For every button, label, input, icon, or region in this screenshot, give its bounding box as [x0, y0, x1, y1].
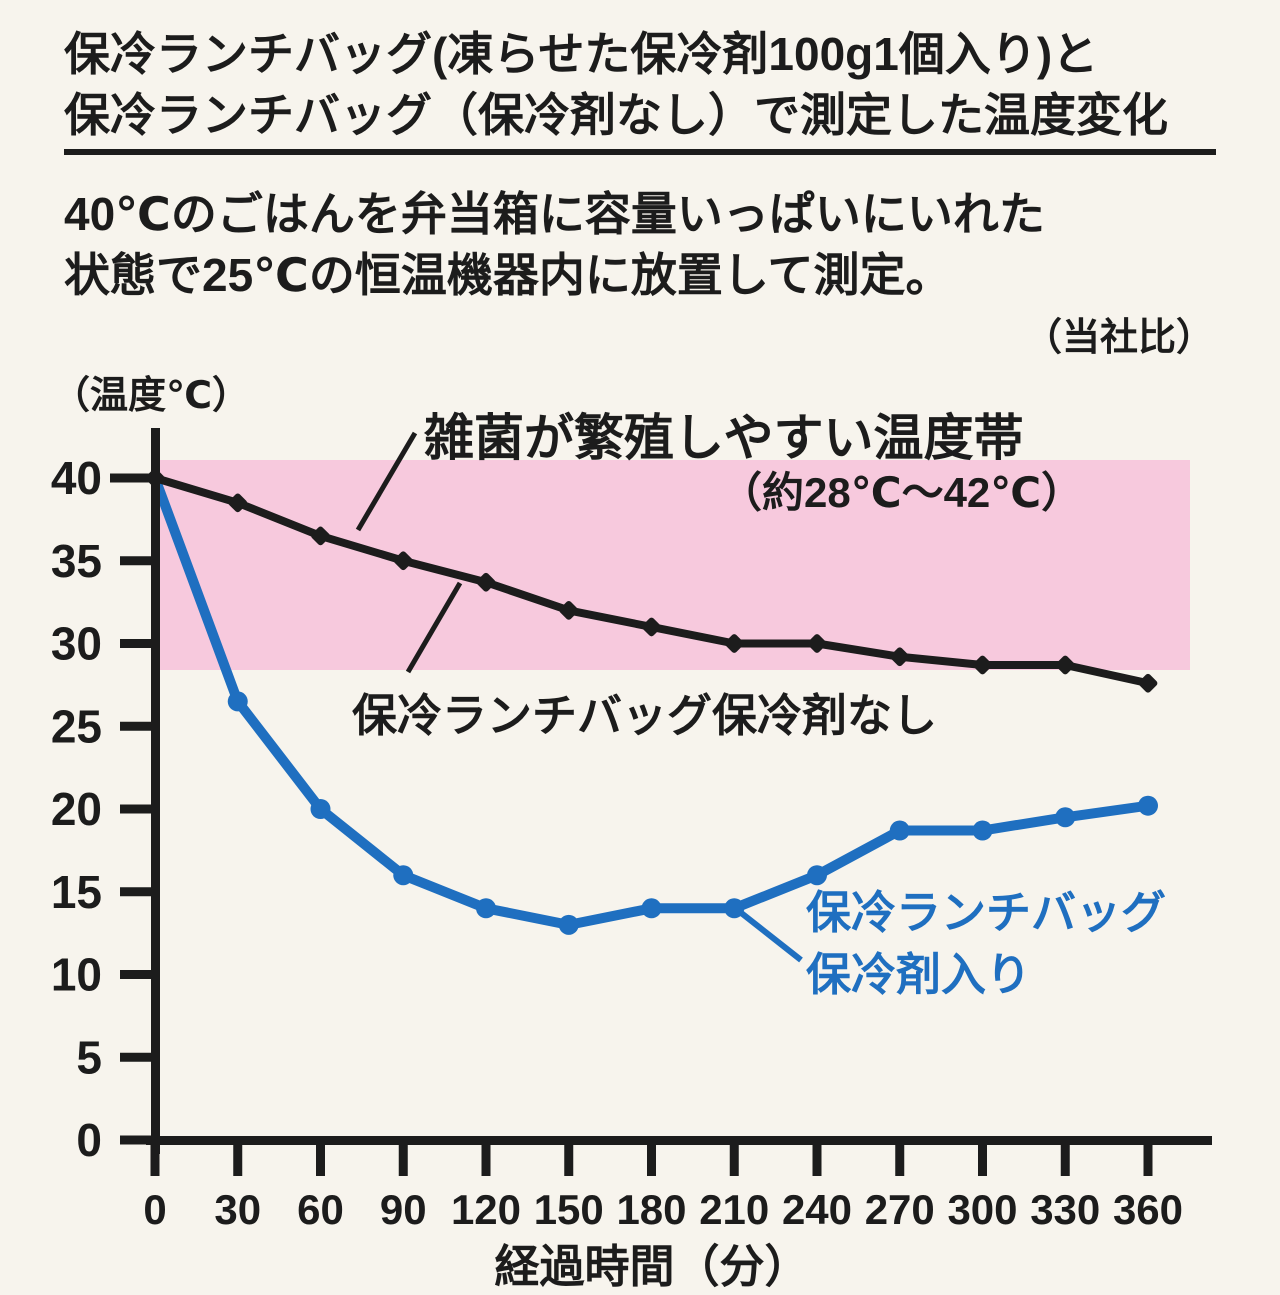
- y-axis-tick-label: 20: [51, 783, 102, 835]
- x-axis-tick: [978, 1140, 987, 1176]
- data-point-no-icepack: [724, 634, 744, 653]
- x-axis-tick-label: 210: [699, 1186, 769, 1233]
- y-axis-line: [151, 428, 160, 1154]
- y-axis-tick: [120, 639, 158, 648]
- data-point-with-icepack: [641, 898, 662, 919]
- data-point-with-icepack: [1055, 807, 1076, 828]
- series-label-with-icepack: 保冷ランチバッグ 保冷剤入り: [806, 882, 1166, 1006]
- x-axis-tick-label: 0: [143, 1186, 166, 1233]
- data-point-with-icepack: [558, 914, 579, 935]
- y-axis-title: （温度℃）: [52, 375, 251, 417]
- x-axis-tick-label: 240: [782, 1186, 852, 1233]
- data-point-no-icepack: [393, 551, 413, 571]
- y-axis-tick: [120, 1135, 158, 1145]
- data-point-no-icepack: [311, 526, 330, 546]
- data-point-with-icepack: [807, 865, 827, 886]
- data-point-with-icepack: [310, 799, 331, 819]
- y-axis-tick-label: 30: [51, 618, 102, 670]
- x-axis-tick-label: 150: [534, 1186, 604, 1233]
- chart-title-line2: 保冷ランチバッグ（保冷剤なし）で測定した温度変化: [64, 89, 1168, 141]
- data-point-with-icepack: [889, 820, 910, 841]
- x-axis-title: 経過時間（分）: [494, 1241, 810, 1292]
- x-axis-tick: [812, 1140, 822, 1176]
- data-point-with-icepack: [476, 898, 496, 919]
- x-axis-tick: [647, 1140, 656, 1176]
- y-axis-tick-label: 5: [76, 1031, 102, 1083]
- band-callout-line: [355, 431, 418, 532]
- bacteria-band-label: 雑菌が繁殖しやすい温度帯: [424, 410, 1024, 466]
- data-point-with-icepack: [972, 820, 993, 841]
- data-point-with-icepack: [227, 691, 248, 712]
- x-axis-tick: [481, 1140, 491, 1176]
- x-axis-tick: [1060, 1140, 1070, 1176]
- y-axis-tick-label: 0: [76, 1114, 102, 1166]
- x-axis-tick: [729, 1140, 739, 1176]
- x-axis-tick-label: 270: [865, 1186, 935, 1233]
- x-axis-tick: [398, 1140, 408, 1176]
- series-label-no-icepack: 保冷ランチバッグ保冷剤なし: [352, 690, 938, 741]
- data-point-no-icepack: [476, 572, 496, 592]
- x-axis-tick: [316, 1140, 325, 1176]
- with-icepack-callout-line: [738, 909, 803, 963]
- y-axis-tick: [120, 1052, 158, 1062]
- measurement-conditions: 40℃のごはんを弁当箱に容量いっぱいにいれた 状態で25℃の恒温機器内に放置して…: [64, 184, 1045, 306]
- y-axis-tick-label: 25: [51, 700, 102, 752]
- x-axis-tick-label: 90: [380, 1186, 427, 1233]
- x-axis-tick: [895, 1140, 905, 1176]
- bacteria-band-range: （約28℃〜42℃）: [720, 469, 1084, 516]
- x-axis-tick-label: 330: [1030, 1186, 1100, 1233]
- conditions-line2: 状態で25℃の恒温機器内に放置して測定。: [64, 249, 952, 301]
- conditions-line1: 40℃のごはんを弁当箱に容量いっぱいにいれた: [64, 188, 1045, 240]
- y-axis-tick-label: 10: [51, 949, 102, 1001]
- y-axis-tick: [120, 887, 158, 897]
- series-label-with-icepack-line2: 保冷剤入り: [806, 949, 1032, 1000]
- no-icepack-callout-line: [405, 581, 463, 674]
- x-axis-tick: [233, 1140, 243, 1176]
- y-axis-tick: [110, 473, 158, 483]
- title-divider: [64, 149, 1216, 155]
- comparison-note: （当社比）: [1023, 317, 1214, 359]
- chart-title: 保冷ランチバッグ(凍らせた保冷剤100g1個入り)と 保冷ランチバッグ（保冷剤な…: [64, 24, 1168, 146]
- y-axis-tick-label: 40: [51, 452, 102, 504]
- x-axis-tick: [564, 1140, 574, 1176]
- data-point-no-icepack: [1055, 655, 1075, 675]
- x-axis-tick: [150, 1140, 160, 1176]
- x-axis-tick-label: 180: [616, 1186, 686, 1233]
- data-point-no-icepack: [642, 617, 661, 637]
- y-axis-tick: [120, 556, 158, 566]
- y-axis-tick: [120, 970, 158, 979]
- data-point-with-icepack: [724, 898, 745, 919]
- y-axis-tick-label: 15: [51, 866, 102, 918]
- data-point-no-icepack: [973, 655, 992, 675]
- y-axis-tick: [120, 804, 158, 814]
- data-point-no-icepack: [807, 634, 827, 653]
- x-axis-tick-label: 30: [214, 1186, 261, 1233]
- data-point-no-icepack: [228, 493, 248, 513]
- series-label-with-icepack-line1: 保冷ランチバッグ: [806, 887, 1167, 938]
- chart-title-line1: 保冷ランチバッグ(凍らせた保冷剤100g1個入り)と: [64, 28, 1099, 80]
- x-axis-tick-label: 120: [451, 1186, 521, 1233]
- data-point-with-icepack: [393, 865, 414, 886]
- data-point-with-icepack: [1138, 795, 1158, 816]
- x-axis-tick: [1143, 1140, 1153, 1176]
- x-axis-tick-label: 360: [1113, 1186, 1183, 1233]
- x-axis-line: [146, 1136, 1212, 1145]
- y-axis-tick: [120, 721, 158, 731]
- data-point-no-icepack: [890, 647, 910, 667]
- data-point-no-icepack: [1138, 673, 1158, 693]
- x-axis-tick-label: 300: [947, 1186, 1017, 1233]
- x-axis-tick-label: 60: [297, 1186, 344, 1233]
- y-axis-tick-label: 35: [51, 535, 102, 587]
- data-point-no-icepack: [559, 601, 579, 620]
